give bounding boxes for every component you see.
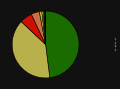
Legend: , , , , , , , , , : , , , , , , , , , xyxy=(115,38,116,51)
Wedge shape xyxy=(21,14,46,44)
Wedge shape xyxy=(12,22,50,78)
Wedge shape xyxy=(46,11,79,78)
Wedge shape xyxy=(45,11,46,44)
Wedge shape xyxy=(39,11,46,44)
Wedge shape xyxy=(43,11,46,44)
Wedge shape xyxy=(45,11,46,44)
Wedge shape xyxy=(44,11,46,44)
Wedge shape xyxy=(42,11,46,44)
Wedge shape xyxy=(31,12,46,44)
